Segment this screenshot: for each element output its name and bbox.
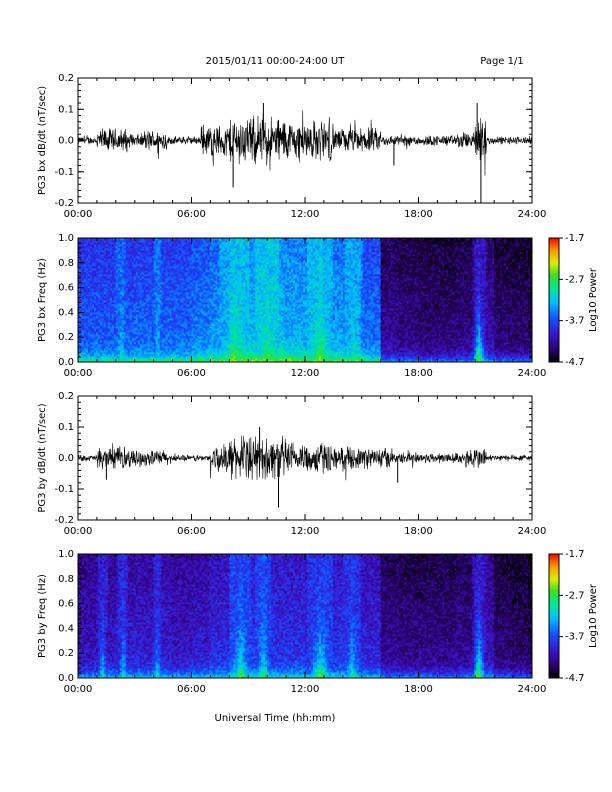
x-tick-label: 06:00 <box>177 209 206 220</box>
dbdt-series-0 <box>78 103 532 203</box>
y-tick-label: -0.2 <box>54 198 74 209</box>
figure: 2015/01/11 00:00-24:00 UT Page 1/1 -0.2-… <box>0 0 612 792</box>
y-tick-label: -0.1 <box>54 167 74 178</box>
y-tick-label: 0.2 <box>58 73 74 84</box>
y-axis-label: PG3 bx dB/dt (nT/sec) <box>37 86 48 195</box>
x-tick-label: 24:00 <box>518 209 547 220</box>
dbdt-trace <box>78 110 532 175</box>
header-page: Page 1/1 <box>480 56 523 67</box>
x-tick-label: 00:00 <box>64 209 93 220</box>
y-tick-label: 0.1 <box>58 104 74 115</box>
header-date-range: 2015/01/11 00:00-24:00 UT <box>206 56 346 67</box>
x-tick-label: 18:00 <box>404 209 433 220</box>
y-tick-label: 0.0 <box>58 136 74 147</box>
spectrogram-1 <box>78 238 532 362</box>
panels: -0.2 -0.1 0.0 0.1 0.2 PG3 bx dB/dt (nT/sec) 00… <box>37 73 599 695</box>
x-tick-label: 12:00 <box>291 209 320 220</box>
